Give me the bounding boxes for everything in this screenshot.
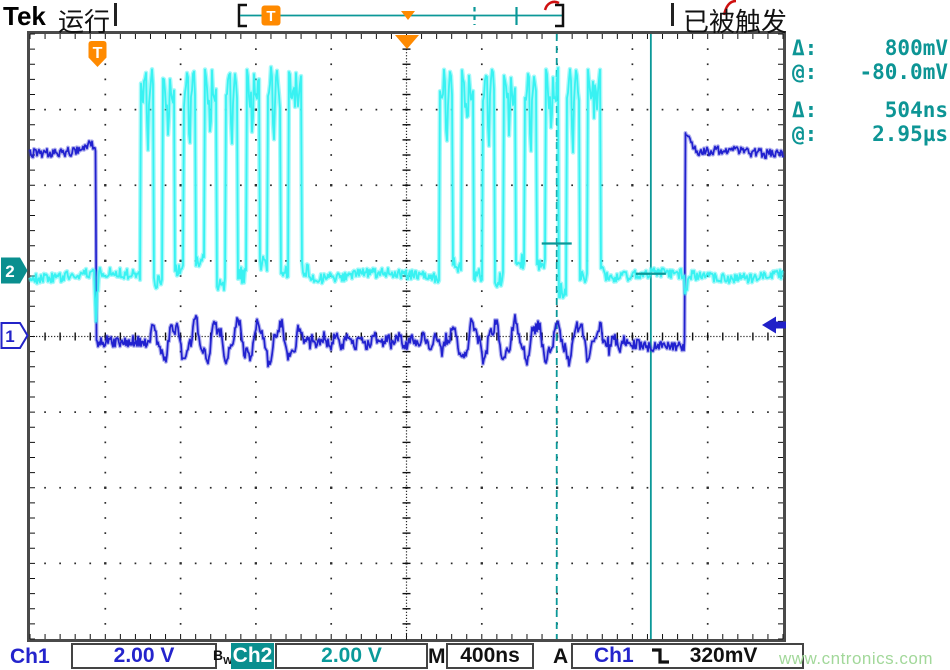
measurement-value: -80.0mV <box>859 60 948 84</box>
trigger-info-box: Ch1 320mV <box>571 643 804 669</box>
record-bracket-left-icon <box>237 3 247 28</box>
ch1-readout-label: Ch1 <box>10 645 50 668</box>
ch1-ground-marker-label: 1 <box>5 327 14 346</box>
ch2-scale-box: 2.00 V <box>275 643 428 669</box>
acquisition-status: 运行 <box>58 7 111 37</box>
bandwidth-limit-icon: BW <box>213 647 233 667</box>
trigger-status: 已被触发 <box>683 7 788 37</box>
trigger-level-arrow-icon <box>762 316 786 334</box>
ch2-readout-label: Ch2 <box>232 644 273 667</box>
timebase-box: 400ns <box>446 643 534 669</box>
trigger-level-value: 320mV <box>689 644 758 667</box>
measurement-value: 2.95µs <box>872 122 948 146</box>
topbar-divider <box>671 3 674 26</box>
timebase-value: 400ns <box>460 644 520 667</box>
record-bar: T <box>237 3 565 28</box>
ch2-readout-chip: Ch2 <box>231 643 274 669</box>
red-annotation-stroke <box>543 0 560 11</box>
measurement-label: Δ: <box>792 36 818 60</box>
cursor-crosshair-layer <box>541 242 666 275</box>
watermark: www.cntronics.com <box>779 649 933 668</box>
graticule-layer <box>27 31 786 642</box>
ch1-scale-box: 2.00 V <box>71 643 217 669</box>
trigger-source-value: Ch1 <box>594 644 634 667</box>
measurement-label: @: <box>792 60 818 84</box>
record-position-triangle-icon <box>401 11 415 20</box>
measurement-at-v: @: -80.0mV <box>792 60 948 84</box>
timebase-label: M <box>428 645 446 668</box>
red-annotation-stroke <box>722 0 737 16</box>
measurement-delta-v: Δ: 800mV <box>792 36 948 60</box>
measurement-at-t: @: 2.95µs <box>792 122 948 146</box>
record-trigger-badge <box>261 5 281 26</box>
ch2-ground-marker-label: 2 <box>5 262 14 281</box>
topbar-divider <box>114 3 117 26</box>
measurement-value: 504ns <box>884 98 948 122</box>
ch2-scale-value: 2.00 V <box>321 644 382 667</box>
trigger-mode-label: A <box>553 645 569 668</box>
ch1-ground-marker: 1 <box>0 322 29 349</box>
measurement-value: 800mV <box>884 36 948 60</box>
record-trigger-badge-label: T <box>266 8 275 25</box>
cursor-lines-layer <box>555 34 652 639</box>
falling-edge-icon <box>651 648 669 664</box>
measurement-delta-t: Δ: 504ns <box>792 98 948 122</box>
ch2-ground-marker: 2 <box>1 257 28 284</box>
horizontal-position-marker-icon <box>395 35 419 49</box>
tek-logo: Tek <box>3 1 46 31</box>
measurement-label: @: <box>792 122 818 146</box>
trigger-point-badge: T <box>88 41 107 67</box>
trigger-point-badge-label: T <box>93 45 103 62</box>
ch1-scale-value: 2.00 V <box>113 644 175 667</box>
waveform-layer <box>27 64 785 369</box>
measurement-label: Δ: <box>792 98 818 122</box>
record-bracket-right-icon <box>555 3 565 28</box>
